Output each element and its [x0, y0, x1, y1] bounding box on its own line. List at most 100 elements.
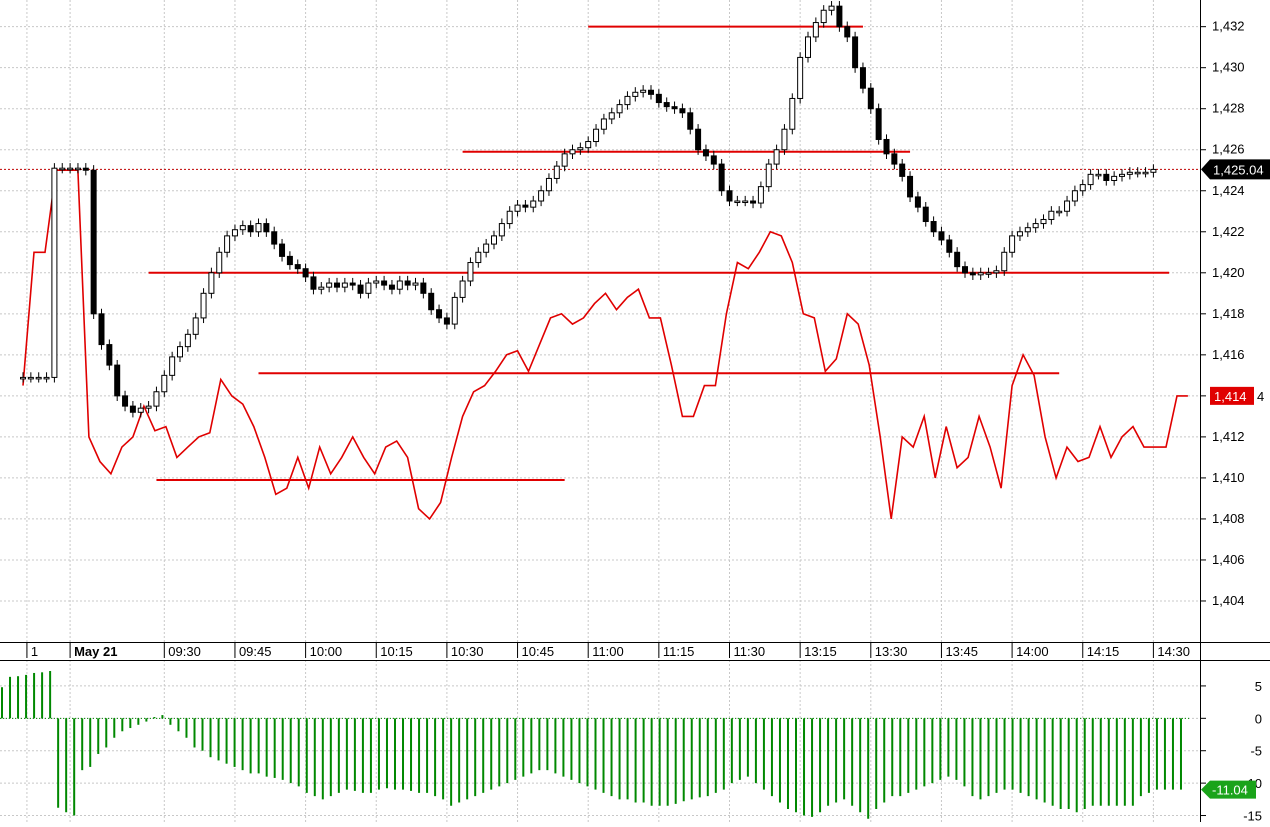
time-label: 11:30 — [734, 644, 766, 659]
time-label: 09:30 — [168, 644, 201, 659]
time-label: 14:15 — [1087, 644, 1120, 659]
time-label: 11:15 — [663, 644, 695, 659]
candle-down — [914, 196, 921, 208]
candle-up — [326, 282, 333, 288]
candle-up — [1150, 168, 1157, 173]
candle-up — [742, 200, 749, 204]
candle-up — [20, 376, 26, 380]
candle-down — [671, 106, 678, 110]
candle-down — [428, 292, 435, 311]
red-series-value-tail: 4 — [1257, 389, 1264, 404]
indicator-tick-label: -5 — [1250, 744, 1262, 759]
candle-up — [145, 405, 152, 409]
candle-down — [883, 138, 890, 155]
candle-up — [341, 282, 348, 288]
time-label: 11:00 — [592, 644, 624, 659]
candle-up — [216, 251, 223, 274]
candle-down — [388, 284, 395, 290]
candle-up — [318, 286, 325, 290]
price-tick-label: 1,408 — [1212, 511, 1245, 526]
candle-up — [365, 282, 372, 294]
candle-down — [687, 112, 694, 130]
candle-up — [51, 167, 58, 378]
candle-down — [710, 155, 717, 165]
candle-up — [1001, 251, 1008, 272]
time-label: 10:45 — [522, 644, 555, 659]
time-label: 10:30 — [451, 644, 484, 659]
candle-up — [373, 280, 380, 284]
candle-up — [491, 235, 497, 245]
price-tick-label: 1,406 — [1212, 552, 1245, 567]
candle-up — [805, 36, 811, 58]
last-price-label: 1,425.04 — [1213, 162, 1264, 177]
candle-up — [137, 407, 144, 413]
candle-down — [702, 149, 709, 157]
price-tick-label: 1,412 — [1212, 429, 1245, 444]
candle-up — [459, 280, 466, 298]
candle-down — [129, 405, 136, 413]
red-series-value-tag — [1210, 386, 1254, 405]
candle-up — [412, 282, 419, 286]
candle-down — [114, 364, 121, 397]
candle-up — [59, 167, 66, 171]
candle-up — [483, 243, 490, 253]
candle-down — [962, 266, 968, 274]
time-label: 1 — [31, 644, 38, 659]
candle-up — [184, 333, 191, 348]
candle-down — [679, 108, 686, 114]
candle-down — [718, 163, 725, 192]
candle-up — [27, 376, 34, 380]
candle-up — [1048, 210, 1055, 220]
candle-up — [396, 280, 403, 290]
price-tick-label: 1,428 — [1212, 101, 1245, 116]
candle-down — [695, 128, 702, 151]
price-tick-label: 1,404 — [1212, 593, 1245, 608]
time-label: 10:15 — [380, 644, 413, 659]
candle-up — [569, 149, 576, 155]
candle-up — [781, 128, 788, 151]
candle-up — [43, 376, 50, 380]
price-tick-label: 1,426 — [1212, 142, 1245, 157]
candle-up — [475, 251, 482, 264]
candle-up — [1056, 210, 1063, 214]
red-line-series — [22, 169, 1188, 521]
price-tick-label: 1,418 — [1212, 306, 1245, 321]
candle-down — [263, 223, 270, 233]
candle-up — [1142, 171, 1149, 175]
candle-up — [514, 204, 521, 212]
candle-down — [279, 243, 286, 257]
candle-down — [922, 206, 929, 223]
candle-up — [231, 229, 238, 237]
candle-down — [90, 169, 97, 315]
candle-down — [750, 200, 757, 204]
candle-up — [1126, 171, 1133, 175]
candle-down — [648, 89, 654, 95]
candle-down — [404, 280, 411, 286]
price-tick-label: 1,410 — [1212, 470, 1245, 485]
candle-down — [954, 251, 961, 268]
price-tick-label: 1,424 — [1212, 183, 1245, 198]
candle-down — [946, 239, 953, 253]
candle-up — [985, 272, 992, 275]
candle-down — [907, 175, 914, 198]
candle-up — [640, 89, 647, 93]
candle-up — [530, 200, 537, 208]
candle-down — [302, 268, 309, 278]
candle-up — [616, 104, 623, 114]
candle-down — [522, 204, 529, 208]
red-series-value-label: 1,414 — [1214, 389, 1247, 404]
candle-down — [655, 93, 662, 104]
indicator-bars — [1, 671, 1182, 819]
candle-down — [969, 272, 976, 276]
candles — [20, 1, 1157, 418]
time-label: 13:15 — [804, 644, 837, 659]
candle-down — [867, 87, 874, 110]
time-label: May 21 — [74, 644, 117, 659]
candle-down — [106, 344, 113, 366]
candle-up — [1134, 171, 1141, 175]
candle-up — [1087, 173, 1094, 186]
candle-down — [930, 221, 937, 233]
candle-up — [208, 272, 215, 294]
